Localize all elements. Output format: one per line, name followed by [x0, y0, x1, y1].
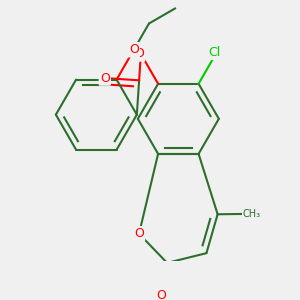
Text: CH₃: CH₃ — [243, 209, 261, 219]
Text: O: O — [129, 43, 139, 56]
Text: O: O — [134, 47, 144, 60]
Text: O: O — [134, 227, 144, 240]
Text: Cl: Cl — [208, 46, 220, 59]
Text: O: O — [157, 290, 166, 300]
Text: O: O — [100, 71, 110, 85]
